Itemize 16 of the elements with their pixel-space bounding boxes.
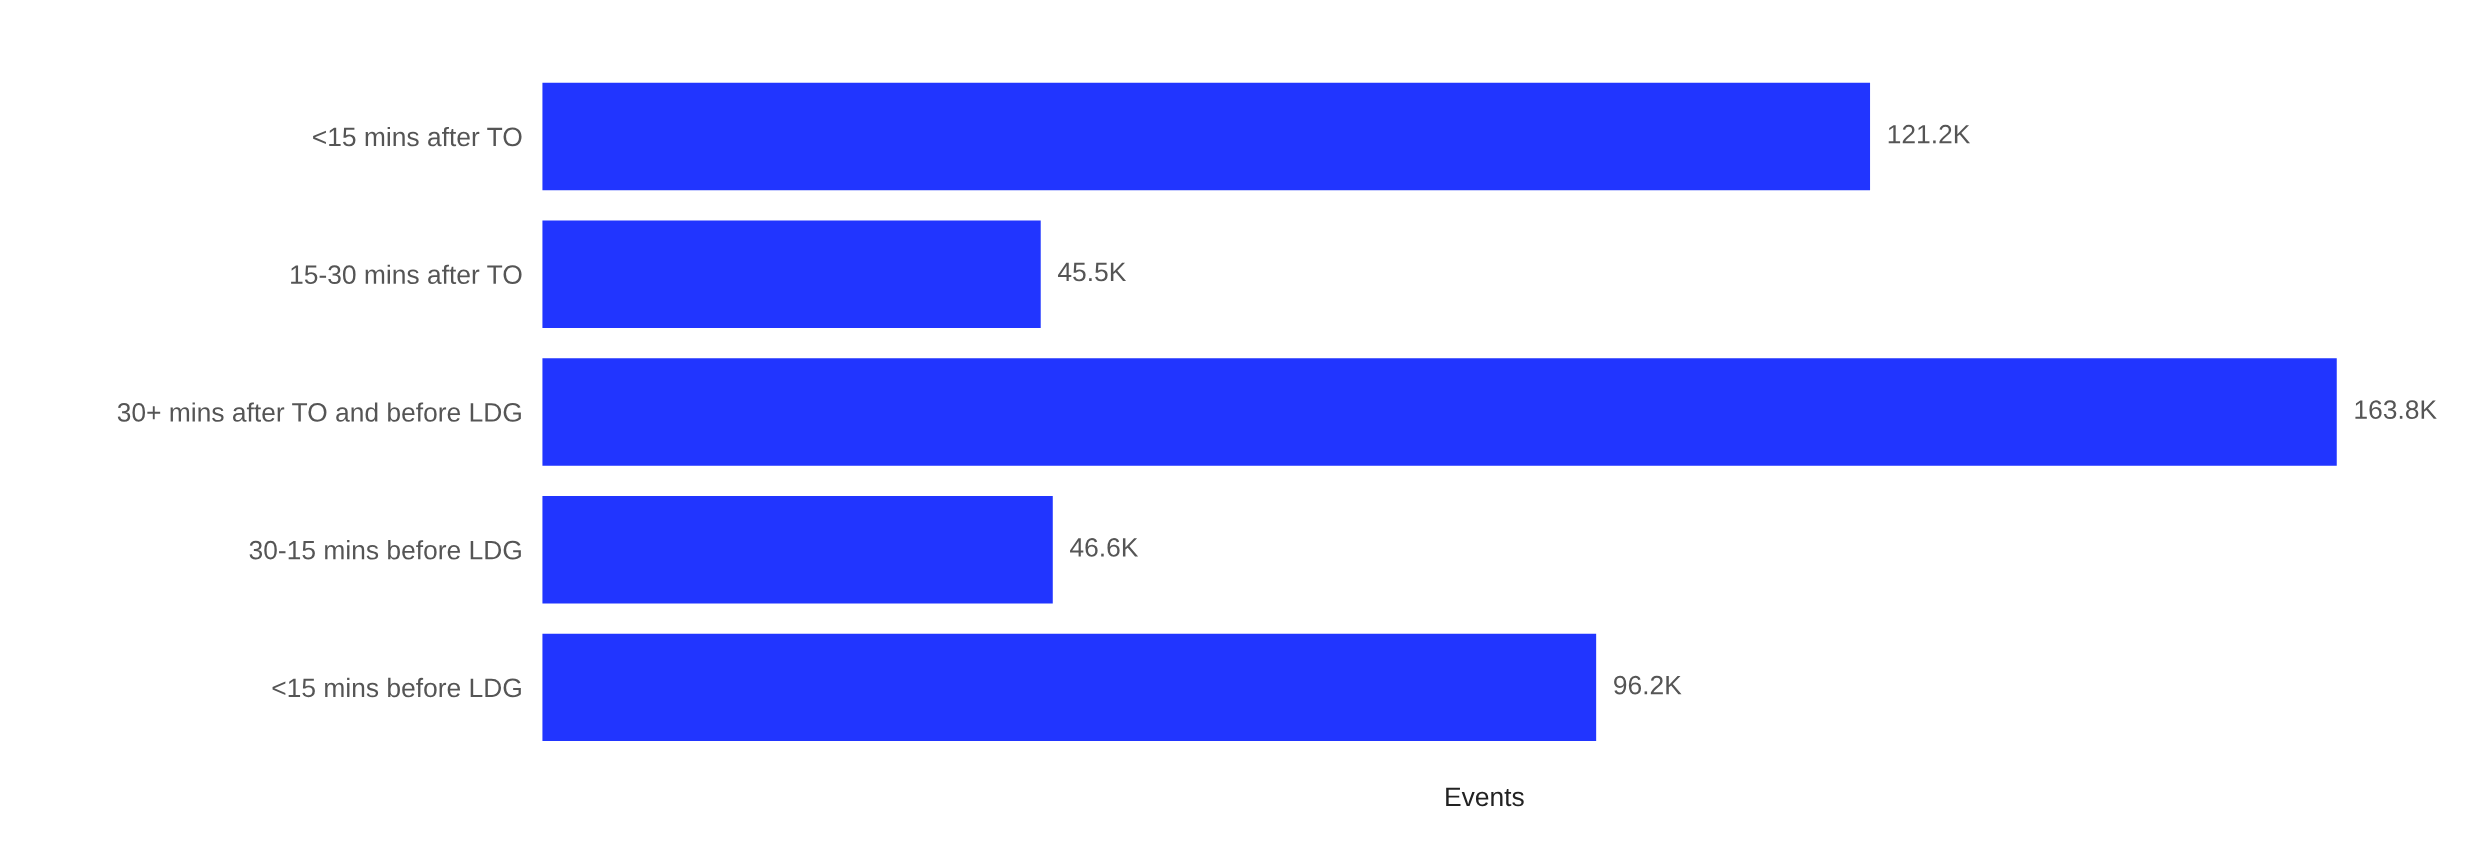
data-label: 121.2K bbox=[1888, 124, 1971, 144]
data-label: 45.5K bbox=[1057, 262, 1127, 282]
bar bbox=[542, 358, 2337, 466]
bar bbox=[542, 495, 1053, 604]
y-tick-label: <15 mins after TO bbox=[313, 126, 522, 147]
y-tick-label: 30-15 mins before LDG bbox=[249, 540, 521, 560]
y-tick-label: <15 mins before LDG bbox=[272, 677, 521, 698]
x-axis-title: Events bbox=[1446, 787, 1524, 807]
y-tick-label: 15-30 mins after TO bbox=[291, 264, 522, 285]
data-label: 163.8K bbox=[2355, 400, 2437, 420]
bar bbox=[542, 82, 1871, 191]
bar bbox=[542, 220, 1041, 328]
data-label: 96.2K bbox=[1614, 675, 1682, 695]
data-label: 46.6K bbox=[1070, 538, 1139, 557]
y-tick-label: 30+ mins after TO and before LDG bbox=[117, 402, 521, 422]
bar bbox=[542, 633, 1597, 742]
